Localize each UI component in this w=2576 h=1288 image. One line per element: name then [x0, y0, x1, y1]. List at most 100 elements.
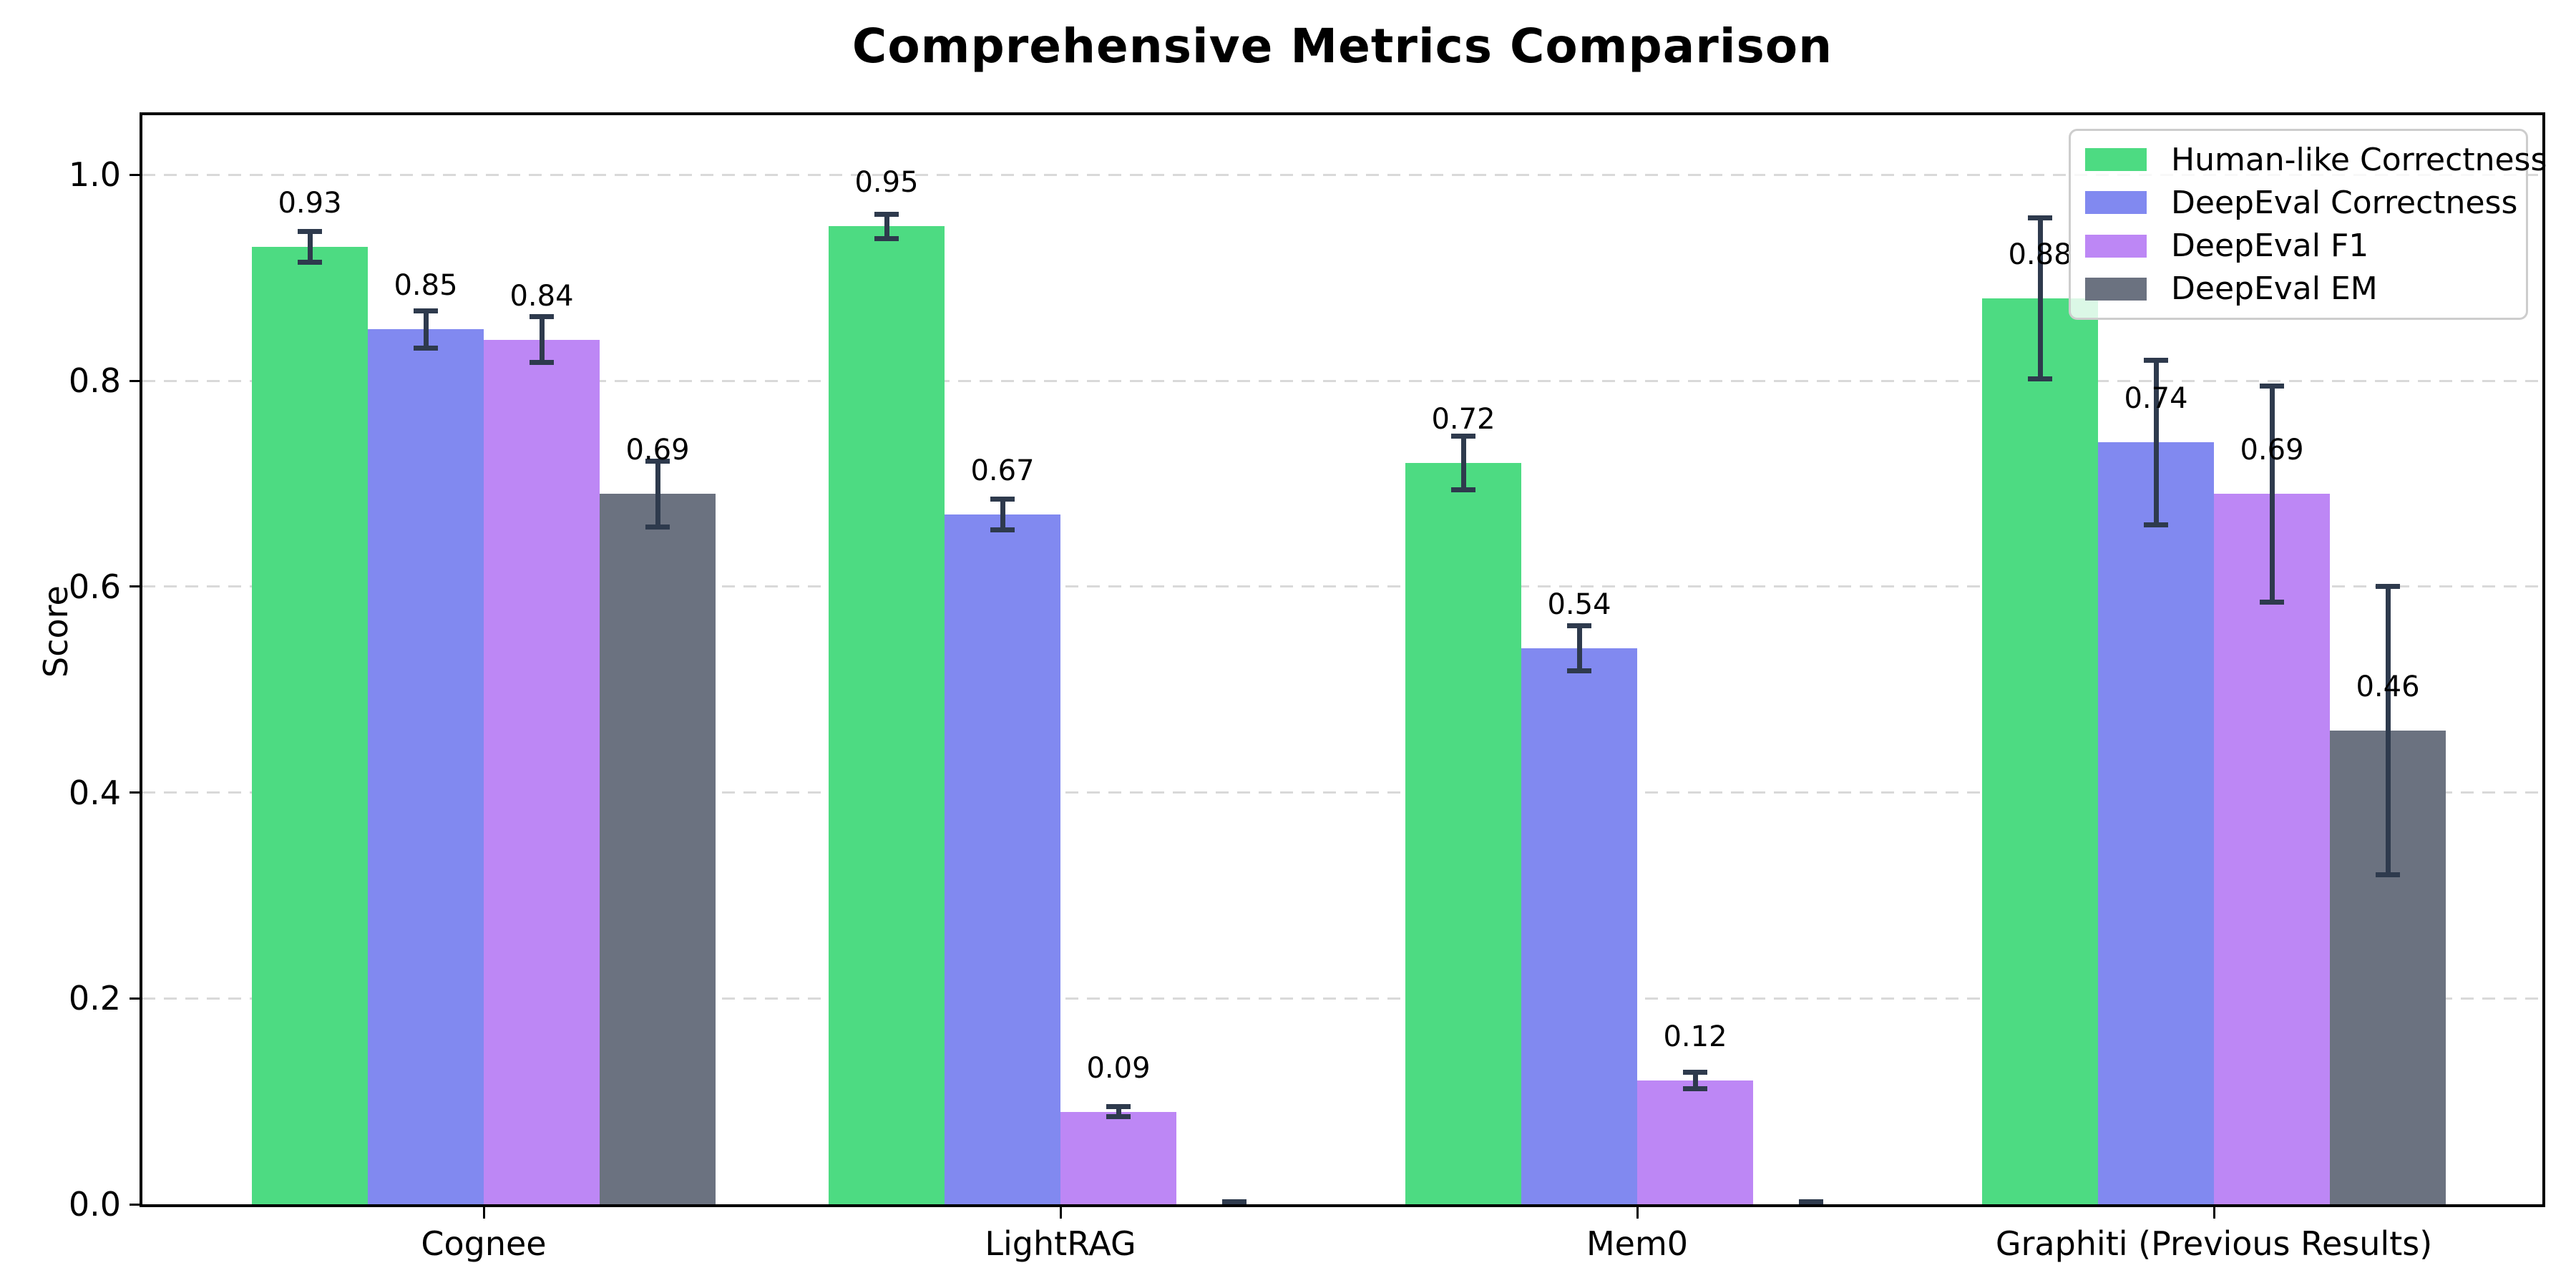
value-label: 0.09	[1086, 1051, 1151, 1085]
error-bar-cap	[414, 345, 438, 351]
legend-label: Human-like Correctness	[2171, 141, 2547, 178]
error-bar-cap	[414, 308, 438, 313]
error-bar	[307, 231, 313, 263]
error-bar-cap	[1222, 1199, 1246, 1204]
legend-item: Human-like Correctness	[2085, 138, 2547, 181]
error-bar-cap	[2144, 522, 2168, 528]
bar	[1982, 298, 2098, 1204]
value-label: 0.12	[1663, 1020, 1727, 1054]
value-label: 0.85	[394, 269, 458, 303]
bar	[829, 226, 945, 1204]
error-bar	[2153, 360, 2159, 525]
value-label: 0.69	[625, 434, 690, 467]
error-bar-cap	[2376, 584, 2400, 590]
y-tick-label: 0.0	[68, 1185, 121, 1224]
x-tick-mark	[2212, 1207, 2215, 1219]
error-bar-cap	[645, 458, 670, 464]
legend-item: DeepEval EM	[2085, 268, 2512, 311]
error-bar-cap	[990, 497, 1015, 502]
error-bar-cap	[298, 260, 322, 265]
error-bar-cap	[2028, 215, 2052, 221]
y-tick-mark	[130, 379, 141, 382]
chart-title: Comprehensive Metrics Comparison	[852, 19, 1833, 74]
error-bar-cap	[2028, 376, 2052, 381]
error-bar	[884, 214, 889, 239]
legend-swatch	[2085, 148, 2147, 172]
error-bar-cap	[2144, 357, 2168, 363]
gridline	[142, 379, 2542, 382]
error-bar-cap	[530, 314, 554, 320]
error-bar	[2269, 386, 2275, 602]
y-tick-mark	[130, 585, 141, 588]
error-bar-cap	[298, 229, 322, 235]
legend-label: DeepEval F1	[2171, 228, 2369, 265]
legend-swatch	[2085, 191, 2147, 215]
bar	[484, 339, 600, 1204]
error-bar-cap	[530, 359, 554, 365]
error-bar-cap	[874, 236, 899, 242]
legend-label: DeepEval EM	[2171, 270, 2378, 308]
bar	[252, 247, 368, 1204]
y-tick-label: 0.4	[68, 773, 121, 812]
gridline	[142, 173, 2542, 176]
error-bar-cap	[645, 524, 670, 530]
error-bar	[1576, 625, 1582, 671]
error-bar-cap	[1106, 1103, 1131, 1109]
gridline	[142, 585, 2542, 588]
error-bar	[1116, 1106, 1121, 1117]
x-tick-label: Cognee	[421, 1224, 547, 1263]
y-tick-label: 1.0	[68, 155, 121, 195]
bar	[600, 494, 716, 1204]
bar	[368, 329, 484, 1204]
legend-item: DeepEval F1	[2085, 225, 2512, 268]
x-tick-mark	[1059, 1207, 1062, 1219]
legend-swatch	[2085, 277, 2147, 301]
error-bar	[2385, 586, 2391, 875]
value-label: 0.95	[854, 166, 919, 200]
legend: Human-like Correctness DeepEval Correctne…	[2069, 129, 2547, 320]
legend-label: DeepEval Correctness	[2171, 184, 2518, 221]
value-label: 0.69	[2240, 434, 2304, 467]
value-label: 0.67	[970, 454, 1035, 488]
x-tick-mark	[482, 1207, 485, 1219]
y-tick-label: 0.2	[68, 979, 121, 1018]
x-tick-label: Mem0	[1586, 1224, 1689, 1263]
error-bar	[2037, 218, 2043, 379]
legend-swatch	[2085, 234, 2147, 258]
y-tick-label: 0.8	[68, 361, 121, 401]
error-bar-cap	[1683, 1086, 1707, 1092]
value-label: 0.72	[1431, 403, 1496, 436]
error-bar	[655, 461, 660, 527]
error-bar-cap	[1451, 434, 1475, 439]
error-bar-cap	[874, 211, 899, 217]
gridline	[142, 997, 2542, 1000]
error-bar-cap	[2376, 872, 2400, 878]
legend-item: DeepEval Correctness	[2085, 181, 2517, 224]
error-bar-cap	[2260, 599, 2284, 605]
value-label: 0.54	[1547, 588, 1611, 622]
value-label: 0.88	[2008, 238, 2072, 272]
error-bar-cap	[1451, 487, 1475, 493]
error-bar-cap	[2260, 383, 2284, 389]
y-tick-mark	[130, 173, 141, 176]
error-bar	[1692, 1072, 1698, 1089]
error-bar-cap	[1567, 623, 1591, 629]
error-bar-cap	[1799, 1199, 1823, 1204]
y-tick-label: 0.6	[68, 567, 121, 606]
bar	[1521, 648, 1637, 1204]
error-bar-cap	[1683, 1070, 1707, 1075]
bar	[2214, 494, 2330, 1204]
value-label: 0.93	[278, 187, 342, 220]
gridline	[142, 791, 2542, 794]
bar	[1405, 463, 1521, 1204]
error-bar-cap	[990, 527, 1015, 533]
y-tick-mark	[130, 997, 141, 1000]
value-label: 0.46	[2356, 670, 2420, 704]
bar	[945, 514, 1060, 1204]
error-bar	[423, 311, 429, 348]
y-tick-mark	[130, 1203, 141, 1206]
error-bar-cap	[1567, 668, 1591, 674]
x-tick-label: LightRAG	[985, 1224, 1136, 1263]
error-bar	[539, 316, 545, 363]
